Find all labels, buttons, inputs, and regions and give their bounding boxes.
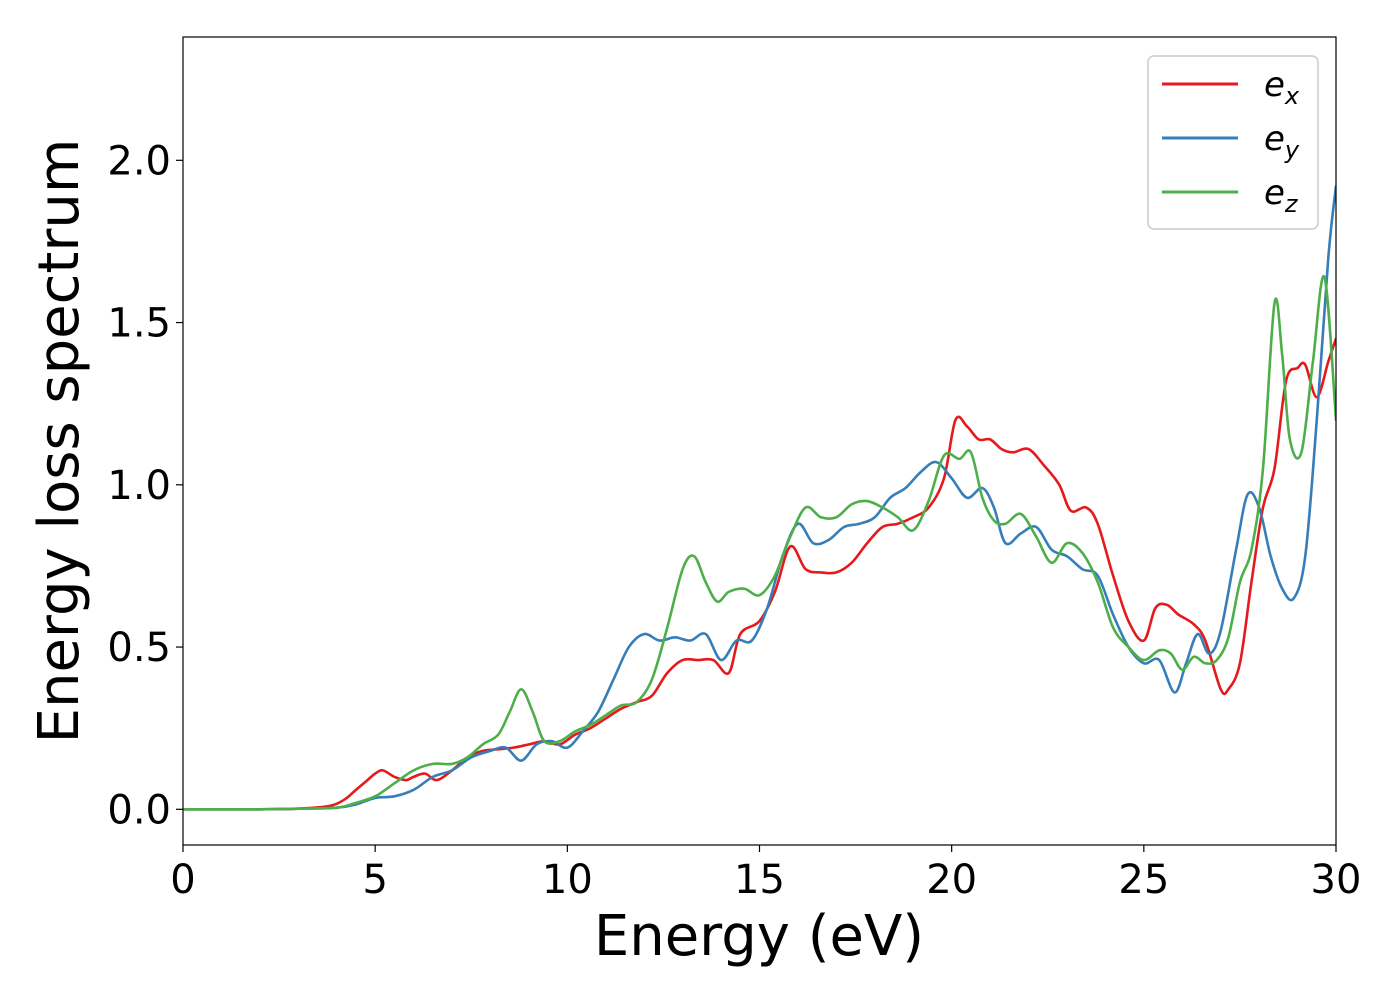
x-axis-label: Energy (eV): [594, 904, 924, 969]
y-tick-label: 1.5: [107, 301, 171, 347]
x-tick-label: 10: [542, 857, 593, 903]
y-axis-label: Energy loss spectrum: [27, 139, 92, 744]
plot-area: [183, 37, 1336, 845]
legend-label-ey: ey: [1264, 119, 1300, 164]
y-tick-label: 0.5: [107, 625, 171, 671]
legend-label-ez: ez: [1264, 173, 1299, 218]
x-tick-label: 30: [1311, 857, 1362, 903]
y-tick-label: 2.0: [107, 138, 171, 184]
y-tick-label: 1.0: [107, 463, 171, 509]
series-line-ez: [183, 274, 1336, 811]
series-line-ey: [183, 184, 1336, 811]
series-layer: [183, 184, 1336, 811]
x-axis: 0 5 10 15 20 25 30: [170, 845, 1361, 903]
x-tick-label: 15: [734, 857, 785, 903]
x-tick-label: 20: [926, 857, 977, 903]
legend-label-ex: ex: [1264, 65, 1300, 110]
x-tick-label: 5: [362, 857, 387, 903]
y-tick-label: 0.0: [107, 787, 171, 833]
series-line-ex: [183, 337, 1336, 811]
legend-box: [1147, 55, 1319, 230]
x-tick-label: 0: [170, 857, 195, 903]
x-tick-label: 25: [1118, 857, 1169, 903]
legend: ex ey ez: [1147, 55, 1319, 230]
y-axis: 0.0 0.5 1.0 1.5 2.0: [107, 138, 183, 833]
